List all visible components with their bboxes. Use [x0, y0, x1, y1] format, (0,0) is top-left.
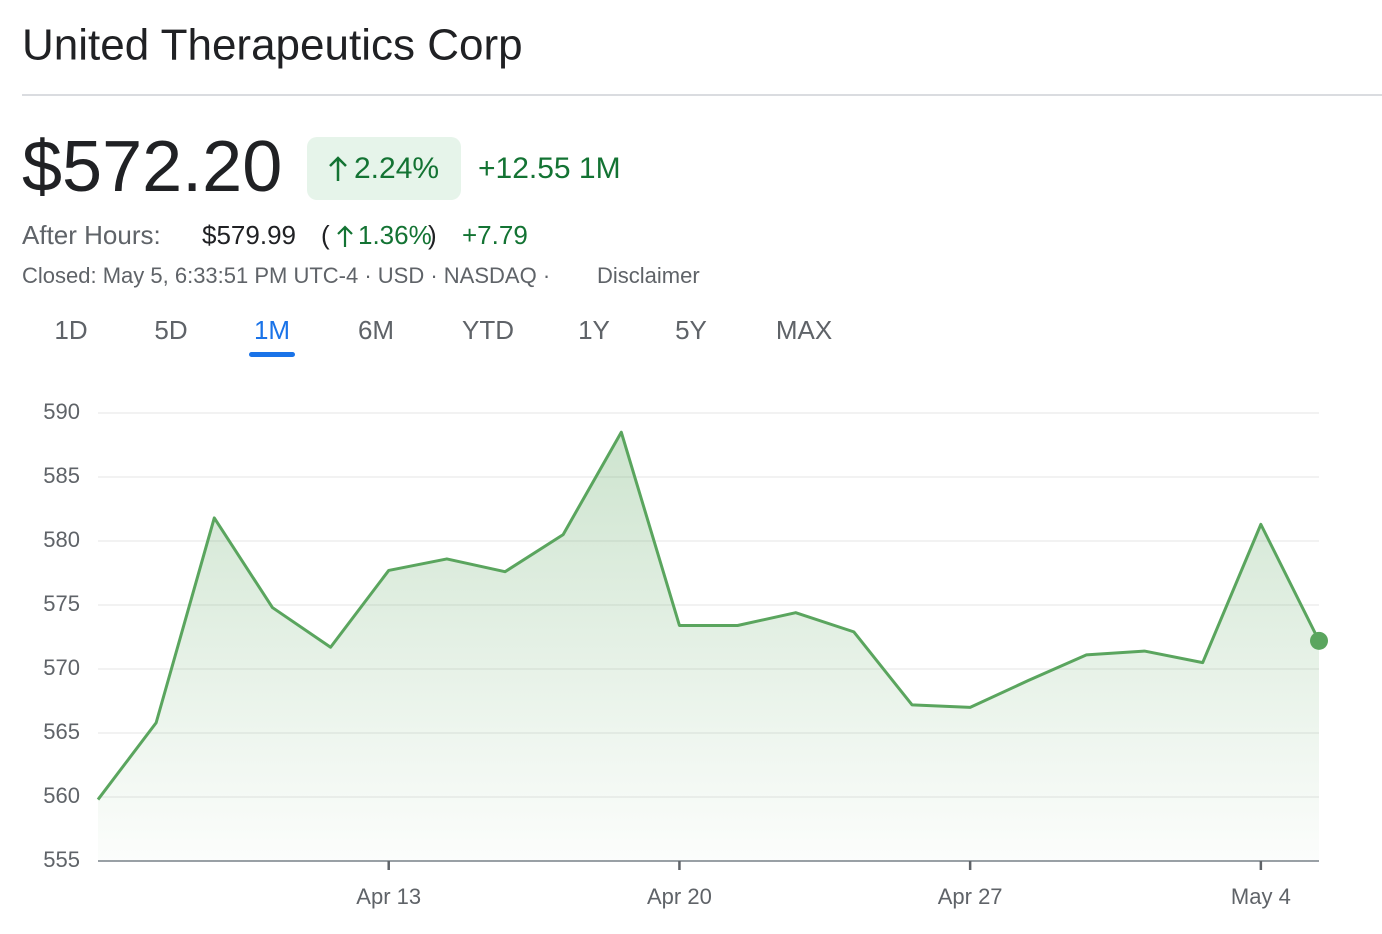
tab-indicator: [249, 352, 295, 357]
paren: (: [321, 220, 330, 250]
area-fill: [98, 432, 1319, 861]
paren: ): [428, 220, 437, 250]
after-hours-percent: 1.36%: [358, 220, 432, 250]
range-tab[interactable]: 1D: [54, 315, 87, 345]
disclaimer-link[interactable]: Disclaimer: [597, 263, 700, 288]
range-tab[interactable]: 5Y: [675, 315, 707, 345]
x-tick-label: Apr 20: [647, 884, 712, 909]
up-arrow: [337, 225, 353, 247]
change-badge: [307, 137, 461, 200]
price: $572.20: [22, 127, 282, 207]
y-tick-label: 555: [43, 847, 80, 872]
price-line: [96, 430, 1321, 801]
after-hours-change: +7.79: [462, 220, 528, 250]
change-percent: 2.24%: [354, 152, 439, 185]
range-tab[interactable]: MAX: [776, 315, 832, 345]
last-point: [1310, 631, 1328, 650]
y-tick-label: 585: [43, 463, 80, 488]
y-tick-label: 590: [43, 399, 80, 424]
title: United Therapeutics Corp: [22, 21, 523, 70]
y-tick-label: 560: [43, 783, 80, 808]
x-tick-label: Apr 27: [938, 884, 1003, 909]
up-arrow: [329, 156, 347, 181]
range-tab[interactable]: YTD: [462, 315, 514, 345]
range-tab[interactable]: 1Y: [578, 315, 610, 345]
x-tick-label: Apr 13: [356, 884, 421, 909]
range-tab[interactable]: 1M: [254, 315, 290, 345]
range-tab[interactable]: 6M: [358, 315, 394, 345]
y-tick-label: 570: [43, 655, 80, 680]
change: +12.55 1M: [478, 152, 621, 185]
y-tick-label: 580: [43, 527, 80, 552]
after-hours-price: $579.99: [202, 220, 296, 250]
y-tick-label: 565: [43, 719, 80, 744]
after-hours-label: After Hours:: [22, 220, 161, 250]
y-tick-label: 575: [43, 591, 80, 616]
range-tab[interactable]: 5D: [154, 315, 187, 345]
x-tick-label: May 4: [1231, 884, 1291, 909]
status: Closed: May 5, 6:33:51 PM UTC-4 · USD · …: [22, 263, 550, 288]
